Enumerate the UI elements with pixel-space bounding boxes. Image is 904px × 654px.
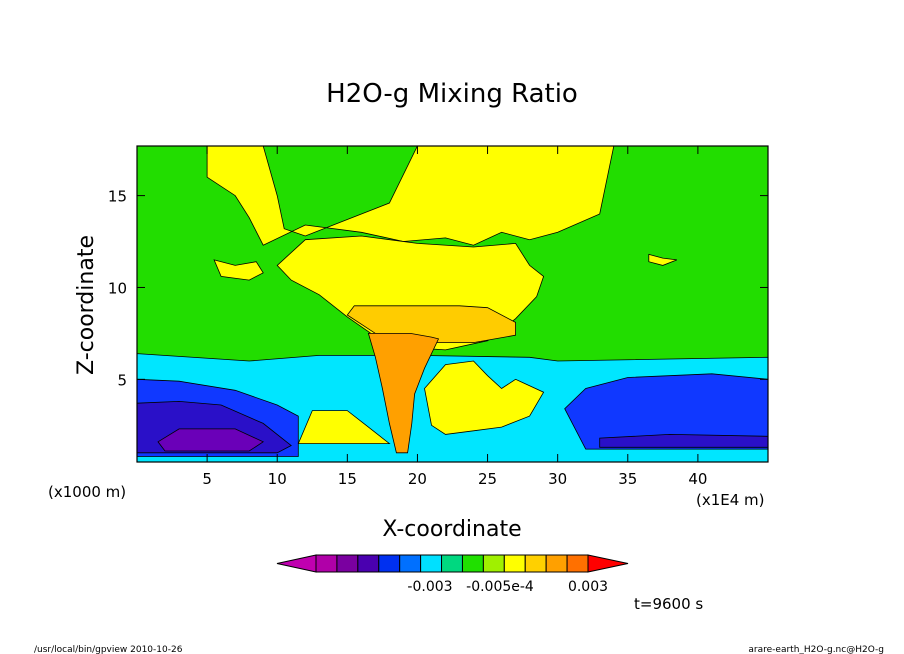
x-axis: 5 10 15 20 25 30 35 40	[202, 146, 707, 488]
contour-region-yellow-7	[206, 146, 615, 246]
colorbar-labels: -0.003 -0.005e-4 0.003	[407, 579, 608, 595]
x-unit-right: (x1E4 m)	[696, 491, 765, 509]
contour-region-blue-3	[564, 373, 768, 450]
contour-region-yellow-10	[648, 253, 678, 266]
colorbar-segment-7	[461, 554, 484, 573]
colorbar-label-2: -0.005e-4	[466, 579, 534, 595]
x-tick-label-5: 30	[548, 470, 567, 488]
colorbar-segment-11	[545, 554, 568, 573]
x-tick-label-6: 35	[618, 470, 637, 488]
contour-region-yellow-13	[297, 410, 391, 445]
y-tick-label-0: 5	[117, 371, 127, 389]
colorbar-segment-4	[399, 554, 422, 573]
colorbar-segment-2	[357, 554, 380, 573]
x-tick-label-7: 40	[688, 470, 707, 488]
x-unit-left: (x1000 m)	[48, 483, 126, 501]
y-tick-label-1: 10	[108, 279, 127, 297]
colorbar-segment-9	[503, 554, 526, 573]
colorbar-cap-low	[276, 554, 317, 573]
colorbar-segment-3	[378, 554, 401, 573]
colorbar-segment-12	[566, 554, 589, 573]
colorbar-segment-5	[420, 554, 443, 573]
colorbar-label-1: -0.003	[407, 579, 452, 595]
contour-region-orange-12	[367, 332, 440, 454]
y-axis: 5 10 15	[108, 188, 768, 389]
colorbar	[276, 554, 629, 573]
colorbar-segment-1	[336, 554, 359, 573]
colorbar-segment-0	[315, 554, 338, 573]
colorbar-label-3: 0.003	[568, 579, 608, 595]
time-label: t=9600 s	[634, 595, 703, 613]
colorbar-segment-10	[524, 554, 547, 573]
contour-region-navy-5	[599, 433, 768, 448]
footer-left: /usr/local/bin/gpview 2010-10-26	[34, 645, 183, 654]
contour-regions	[137, 146, 768, 462]
colorbar-segment-8	[482, 554, 505, 573]
contour-region-yellow-14	[424, 360, 545, 435]
y-tick-label-2: 15	[108, 188, 127, 206]
x-tick-label-3: 20	[408, 470, 427, 488]
chart-title: H2O-g Mixing Ratio	[326, 79, 578, 109]
colorbar-cap-high	[587, 554, 629, 573]
colorbar-segment-6	[441, 554, 463, 573]
x-tick-label-2: 15	[338, 470, 357, 488]
footer-right: arare-earth_H2O-g.nc@H2O-g	[748, 645, 884, 654]
x-tick-label-4: 25	[478, 470, 497, 488]
plot-frame	[136, 145, 769, 463]
contour-region-yellow-9	[213, 259, 264, 281]
y-axis-label: Z-coordinate	[74, 235, 99, 375]
contour-region-purple-6	[157, 428, 265, 452]
x-tick-label-0: 5	[202, 470, 212, 488]
x-tick-label-1: 10	[268, 470, 287, 488]
x-axis-label: X-coordinate	[382, 517, 521, 542]
